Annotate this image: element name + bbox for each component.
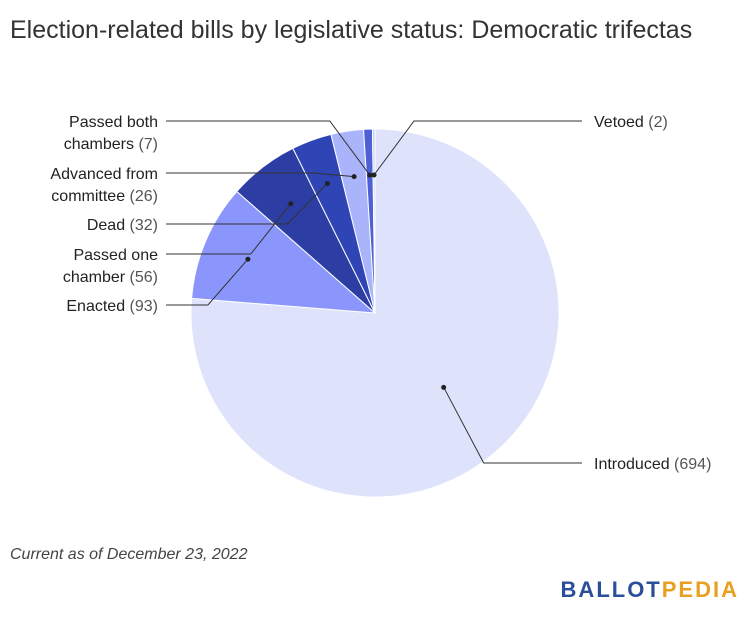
leader-line-advanced-from-committee: [166, 172, 355, 178]
leader-line-vetoed: [373, 120, 582, 176]
slice-value-dead: (32): [125, 217, 158, 234]
slice-value-advanced-from-committee: (26): [125, 188, 158, 205]
leader-dot-passed-one-chamber: [288, 201, 294, 207]
leader-line-passed-both-chambers: [166, 120, 371, 176]
slice-label-introduced: Introduced (694): [594, 456, 711, 473]
slice-label-vetoed: Vetoed (2): [594, 114, 668, 131]
slice-label-passed-both-chambers: chambers (7): [64, 136, 158, 153]
leader-dot-advanced-from-committee: [351, 174, 357, 180]
slice-label-enacted: Enacted (93): [66, 298, 158, 315]
pie-slice-introduced: [190, 128, 560, 498]
slice-value-introduced: (694): [670, 456, 712, 473]
slice-value-passed-one-chamber: (56): [125, 269, 158, 286]
slice-label-passed-both-chambers: Passed both: [69, 114, 158, 131]
leader-dot-vetoed: [371, 172, 377, 178]
leader-line-introduced: [443, 387, 582, 464]
slice-label-passed-one-chamber: chamber (56): [63, 269, 158, 286]
leader-line-passed-one-chamber: [166, 203, 292, 255]
leader-dot-passed-both-chambers: [367, 172, 373, 178]
logo-part-ballot: BALLOT: [560, 577, 662, 602]
slice-label-dead: Dead (32): [87, 217, 158, 234]
slice-value-passed-both-chambers: (7): [134, 136, 158, 153]
slice-label-advanced-from-committee: Advanced from: [50, 166, 158, 183]
leader-line-enacted: [166, 258, 249, 306]
slice-label-passed-one-chamber: Passed one: [73, 247, 158, 264]
logo-part-pedia: PEDIA: [661, 577, 739, 602]
chart-title: Election-related bills by legislative st…: [10, 16, 693, 44]
leader-lines: [166, 120, 582, 464]
footnote: Current as of December 23, 2022: [10, 546, 248, 563]
slice-label-advanced-from-committee: committee (26): [51, 188, 158, 205]
leader-dot-dead: [324, 180, 330, 186]
leader-line-dead: [166, 183, 328, 225]
pie-slice-enacted: [191, 190, 377, 314]
slice-value-vetoed: (2): [644, 114, 668, 131]
slice-labels: Introduced (694) Enacted (93) Passed one ch…: [50, 114, 711, 473]
pie-slices: [190, 128, 560, 498]
leader-dot-enacted: [245, 256, 251, 262]
leader-dot-introduced: [441, 384, 447, 390]
ballotpedia-logo: BALLOTPEDIA: [561, 577, 739, 603]
slice-value-enacted: (93): [125, 298, 158, 315]
